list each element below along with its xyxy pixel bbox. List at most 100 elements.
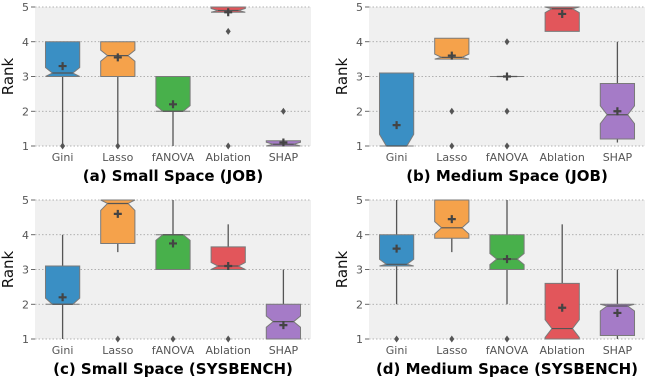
box-body: [544, 6, 580, 32]
chart-caption: (d) Medium Space (SYSBENCH): [376, 360, 638, 378]
box-ablation: [544, 224, 580, 340]
box-body: [599, 303, 636, 337]
y-tick-label: 4: [22, 36, 29, 49]
box-fanova: [489, 200, 525, 343]
outlier-point: [225, 335, 231, 343]
box-lasso: [434, 37, 470, 150]
box-body: [434, 37, 470, 60]
box-shap: [599, 41, 636, 143]
mean-marker: [392, 244, 401, 253]
y-tick-label: 5: [22, 194, 29, 207]
mean-marker: [113, 209, 122, 218]
x-tick-label: Ablation: [540, 151, 585, 164]
y-tick-label: 3: [22, 71, 29, 84]
box-gini: [44, 41, 81, 150]
y-axis-label: Rank: [333, 57, 351, 95]
box-gini: [378, 200, 415, 343]
x-tick-label: fANOVA: [152, 344, 195, 357]
x-tick-label: Lasso: [102, 344, 133, 357]
outlier-point: [449, 107, 455, 115]
y-tick-label: 1: [22, 140, 29, 153]
chart-panel: 1 2 3 4 5 Rank Gini Lasso fANOVA Ablation SHAP (b) …: [333, 1, 645, 185]
x-tick-label: fANOVA: [486, 151, 529, 164]
x-tick-label: Gini: [52, 151, 74, 164]
box-body: [378, 72, 415, 147]
mean-marker: [279, 138, 288, 147]
outlier-point: [394, 335, 400, 343]
box-body: [155, 76, 191, 112]
y-axis-label: Rank: [333, 250, 351, 288]
box-body: [155, 234, 191, 270]
mean-marker: [558, 9, 567, 18]
mean-marker: [503, 72, 511, 81]
y-tick-label: 4: [356, 36, 363, 49]
mean-marker: [169, 100, 177, 109]
mean-marker: [224, 8, 233, 17]
y-tick-label: 3: [356, 264, 363, 277]
outlier-point: [280, 107, 286, 115]
outlier-point: [60, 142, 66, 150]
x-tick-label: fANOVA: [152, 151, 195, 164]
outlier-point: [504, 335, 510, 343]
mean-marker: [58, 62, 67, 71]
mean-marker: [113, 53, 122, 62]
y-tick-label: 1: [356, 333, 363, 346]
mean-marker: [613, 308, 622, 317]
box-gini: [44, 234, 81, 339]
box-fanova: [155, 76, 191, 146]
outlier-point: [115, 142, 121, 150]
y-tick-label: 2: [356, 298, 363, 311]
box-ablation: [210, 224, 246, 343]
y-axis-label: Rank: [0, 57, 17, 95]
y-tick-label: 4: [356, 229, 363, 242]
chart-caption: (a) Small Space (JOB): [83, 167, 264, 185]
mean-marker: [447, 215, 456, 224]
outlier-point: [115, 335, 121, 343]
y-tick-label: 1: [356, 140, 363, 153]
outlier-point: [504, 107, 510, 115]
x-tick-label: SHAP: [603, 344, 633, 357]
x-tick-label: Ablation: [206, 151, 251, 164]
x-tick-label: SHAP: [603, 151, 633, 164]
y-tick-label: 4: [22, 229, 29, 242]
mean-marker: [613, 107, 622, 116]
y-tick-label: 5: [356, 194, 363, 207]
y-tick-label: 2: [356, 105, 363, 118]
chart-panel: 1 2 3 4 5 Rank Gini Lasso fANOVA Ablation SHAP (a) …: [0, 1, 311, 185]
x-tick-label: Gini: [52, 344, 74, 357]
mean-marker: [169, 239, 177, 248]
box-lasso: [100, 199, 136, 343]
box-body: [44, 41, 81, 77]
outlier-point: [449, 142, 455, 150]
mean-marker: [224, 262, 233, 271]
y-tick-label: 1: [22, 333, 29, 346]
outlier-point: [225, 142, 231, 150]
box-fanova: [489, 38, 525, 150]
outlier-point: [170, 335, 176, 343]
mean-marker: [279, 321, 288, 330]
box-gini: [378, 72, 415, 147]
mean-marker: [558, 303, 567, 312]
mean-marker: [447, 51, 456, 60]
outlier-point: [504, 38, 510, 46]
box-shap: [599, 269, 636, 339]
x-tick-label: SHAP: [269, 344, 299, 357]
x-tick-label: fANOVA: [486, 344, 529, 357]
x-tick-label: Ablation: [206, 344, 251, 357]
box-ablation: [544, 6, 580, 32]
box-body: [100, 199, 136, 244]
chart-panel: 1 2 3 4 5 Rank Gini Lasso fANOVA Ablation SHAP (d) …: [333, 194, 645, 378]
x-tick-label: Lasso: [436, 344, 467, 357]
chart-panel: 1 2 3 4 5 Rank Gini Lasso fANOVA Ablation SHAP (c) …: [0, 194, 311, 378]
box-body: [489, 234, 525, 270]
chart-caption: (c) Small Space (SYSBENCH): [53, 360, 293, 378]
mean-marker: [58, 293, 67, 302]
y-tick-label: 2: [22, 105, 29, 118]
x-tick-label: Gini: [386, 344, 408, 357]
y-tick-label: 5: [22, 1, 29, 14]
box-body: [44, 265, 81, 305]
box-lasso: [100, 41, 136, 150]
x-tick-label: SHAP: [269, 151, 299, 164]
y-tick-label: 3: [22, 264, 29, 277]
